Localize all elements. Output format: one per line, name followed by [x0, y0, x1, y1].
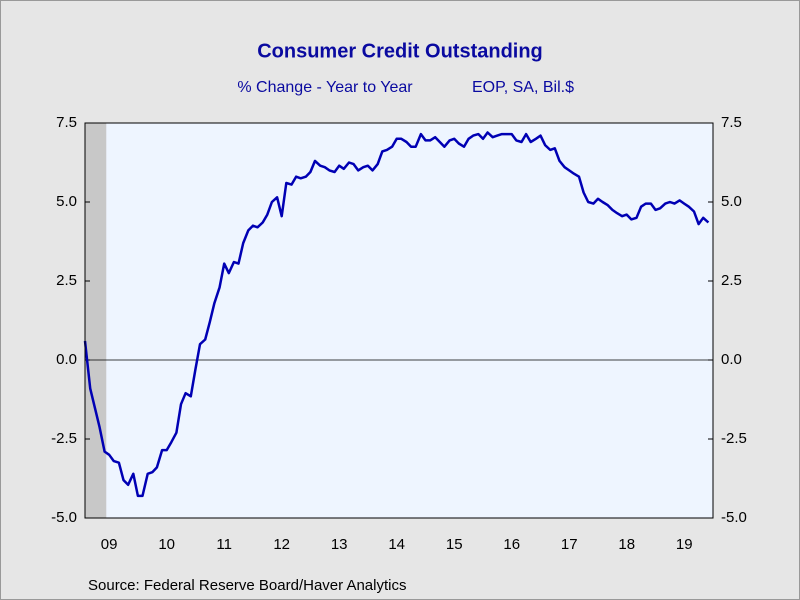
y-tick-label: -5.0 — [51, 509, 77, 526]
x-tick-label: 10 — [158, 536, 175, 553]
y2-tick-label: 2.5 — [721, 272, 742, 289]
x-tick-label: 09 — [101, 536, 118, 553]
y-tick-label: 5.0 — [56, 193, 77, 210]
x-tick-label: 14 — [388, 536, 405, 553]
x-tick-label: 18 — [618, 536, 635, 553]
y2-tick-label: -5.0 — [721, 509, 747, 526]
data-line — [83, 131, 710, 498]
x-tick-label: 11 — [216, 536, 232, 553]
chart-title: Consumer Credit Outstanding — [257, 40, 543, 62]
y-tick-label: -2.5 — [51, 430, 77, 447]
recession-shade — [85, 123, 107, 518]
source-note: Source: Federal Reserve Board/Haver Anal… — [88, 577, 406, 594]
plot-frame — [84, 122, 714, 519]
x-tick-label: 16 — [503, 536, 520, 553]
plot-area — [85, 123, 713, 518]
x-tick-label: 19 — [676, 536, 693, 553]
y2-tick-label: -2.5 — [721, 430, 747, 447]
x-tick-label: 12 — [273, 536, 290, 553]
x-tick-label: 17 — [561, 536, 578, 553]
x-tick-label: 13 — [331, 536, 348, 553]
chart-subtitle-right: EOP, SA, Bil.$ — [472, 79, 574, 96]
y2-tick-label: 7.5 — [721, 114, 742, 131]
y-tick-label: 7.5 — [56, 114, 77, 131]
y2-tick-label: 5.0 — [721, 193, 742, 210]
y2-tick-label: 0.0 — [721, 351, 742, 368]
chart-subtitle: % Change - Year to Year — [237, 79, 413, 96]
x-tick-label: 15 — [446, 536, 463, 553]
y-tick-label: 2.5 — [56, 272, 77, 289]
y-tick-label: 0.0 — [56, 351, 77, 368]
